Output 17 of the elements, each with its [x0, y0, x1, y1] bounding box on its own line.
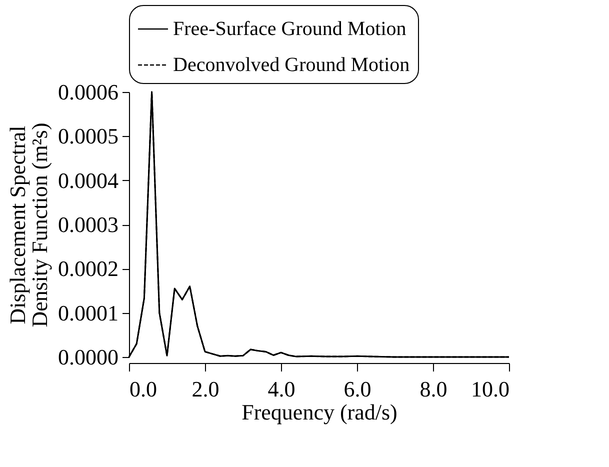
y-tick-label: 0.0004 [58, 168, 118, 193]
x-axis-title: Frequency (rad/s) [242, 400, 398, 424]
x-tick-label: 8.0 [420, 376, 448, 402]
y-tick-label: 0.0002 [58, 256, 118, 282]
legend-label: Deconvolved Ground Motion [173, 54, 410, 76]
y-tick-label: 0.0005 [58, 124, 118, 149]
x-tick-label: 2.0 [192, 376, 220, 402]
y-tick-label: 0.0000 [58, 344, 118, 370]
x-tick-label: 6.0 [344, 376, 372, 402]
y-axis-title: Displacement Spectral Density Function (m²s) [5, 122, 52, 328]
x-tick-label: 0.0 [130, 376, 157, 402]
y-tick-label: 0.0003 [58, 212, 118, 237]
x-tick-label: 10.0 [471, 376, 510, 402]
legend-label: Free-Surface Ground Motion [173, 18, 406, 40]
y-tick-label: 0.0006 [58, 80, 118, 104]
y-tick-label: 0.0001 [58, 300, 118, 326]
x-tick-label: 4.0 [268, 376, 296, 402]
